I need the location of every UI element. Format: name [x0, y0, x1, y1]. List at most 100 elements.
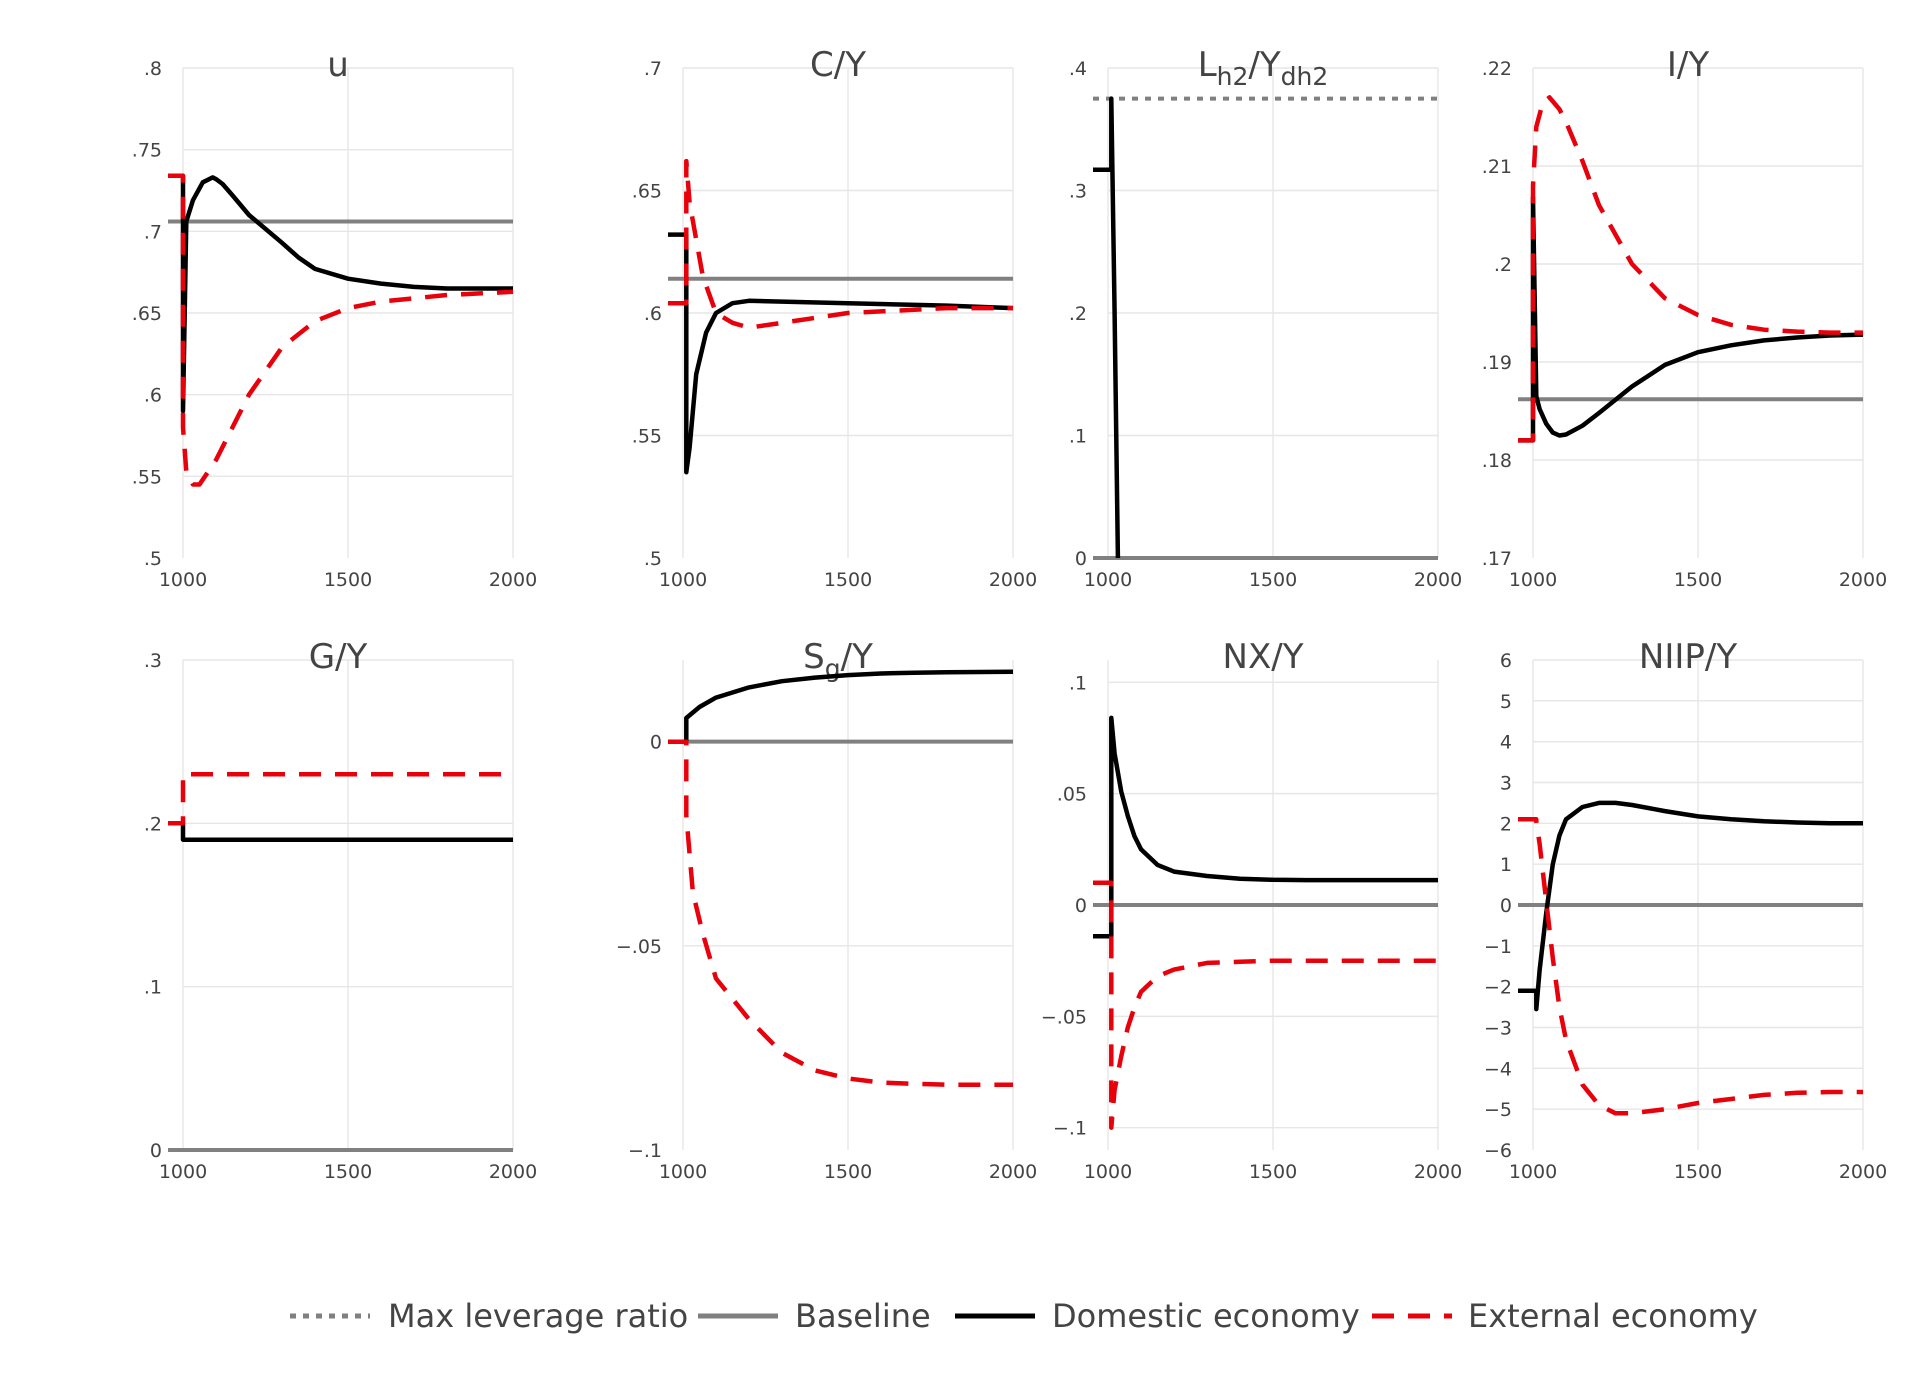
y-tick-label: .21 [1482, 156, 1512, 178]
y-tick-label: .65 [632, 181, 662, 203]
domestic-series-line [1518, 195, 1864, 443]
y-tick-label: .7 [144, 221, 162, 243]
y-tick-label: .19 [1482, 352, 1512, 374]
y-tick-label: .6 [144, 385, 162, 407]
legend-item-external: External economy [1372, 1297, 1758, 1335]
x-tick-label: 2000 [1414, 1161, 1462, 1183]
x-tick-label: 2000 [989, 1161, 1037, 1183]
domestic-series-line [668, 232, 1014, 475]
y-tick-label: .55 [132, 466, 162, 488]
y-tick-label: .05 [1057, 784, 1087, 806]
x-tick-label: 1500 [1674, 569, 1722, 591]
x-tick-label: 2000 [1414, 569, 1462, 591]
y-tick-label: .3 [144, 650, 162, 672]
panel-title: C/Y [810, 45, 866, 85]
panel-title: G/Y [309, 637, 368, 677]
legend-label: External economy [1468, 1297, 1758, 1335]
y-tick-label: .65 [132, 303, 162, 325]
y-tick-label: 2 [1500, 813, 1512, 835]
domestic-series-line [1093, 96, 1121, 559]
legend-label: Max leverage ratio [388, 1297, 688, 1335]
y-tick-label: .2 [1069, 303, 1087, 325]
x-tick-label: 2000 [489, 569, 537, 591]
y-tick-label: .7 [644, 58, 662, 80]
domestic-series-line [168, 821, 513, 842]
y-tick-label: 0 [1075, 548, 1087, 570]
y-tick-label: .5 [144, 548, 162, 570]
y-tick-label: 0 [150, 1140, 162, 1162]
y-tick-label: −6 [1484, 1140, 1512, 1162]
x-tick-label: 1000 [659, 569, 707, 591]
y-tick-label: −.05 [1041, 1006, 1087, 1028]
x-tick-label: 1500 [824, 1161, 872, 1183]
x-tick-label: 1000 [1084, 1161, 1132, 1183]
x-tick-label: 1000 [1509, 1161, 1557, 1183]
y-tick-label: .8 [144, 58, 162, 80]
y-tick-label: .1 [1069, 426, 1087, 448]
y-tick-label: 3 [1500, 773, 1512, 795]
x-tick-label: 1000 [1509, 569, 1557, 591]
y-tick-label: .75 [132, 140, 162, 162]
y-tick-label: 1 [1500, 854, 1512, 876]
y-tick-label: .18 [1482, 450, 1512, 472]
y-tick-label: .5 [644, 548, 662, 570]
domestic-series-line [1518, 800, 1863, 1012]
y-tick-label: −3 [1484, 1018, 1512, 1040]
panel-7: −.1 −.05 0 .05 .1 1000 1500 2000 NX/Y [1041, 637, 1462, 1183]
y-tick-label: −5 [1484, 1099, 1512, 1121]
panel-1: .5 .55 .6 .65 .7 .75 .8 1000 1500 2000 u [132, 45, 537, 591]
x-tick-label: 1500 [1249, 1161, 1297, 1183]
panel-title: NX/Y [1223, 637, 1304, 677]
external-series-line [668, 739, 1013, 1087]
legend: Max leverage ratio Baseline Domestic econo… [290, 1297, 1758, 1335]
y-tick-label: .1 [1069, 672, 1087, 694]
panel-title: NIIP/Y [1639, 637, 1737, 677]
y-tick-label: −.05 [616, 936, 662, 958]
x-tick-label: 1000 [159, 1161, 207, 1183]
external-series-line [1518, 95, 1863, 443]
x-tick-label: 1500 [824, 569, 872, 591]
x-tick-label: 2000 [989, 569, 1037, 591]
legend-label: Baseline [795, 1297, 931, 1335]
x-tick-label: 1000 [659, 1161, 707, 1183]
y-tick-label: 4 [1500, 732, 1512, 754]
y-tick-label: 0 [1075, 895, 1087, 917]
x-tick-label: 1500 [324, 569, 372, 591]
external-series-line [668, 158, 1013, 330]
panel-title: I/Y [1667, 45, 1709, 85]
external-series-line [168, 173, 514, 487]
legend-item-domestic: Domestic economy [955, 1297, 1360, 1335]
y-tick-label: .22 [1482, 58, 1512, 80]
y-tick-label: −2 [1484, 977, 1512, 999]
y-tick-label: 5 [1500, 691, 1512, 713]
external-series-line [1093, 880, 1438, 1130]
y-tick-label: −1 [1484, 936, 1512, 958]
external-series-line [168, 772, 513, 826]
y-tick-label: −.1 [628, 1140, 662, 1162]
y-tick-label: −.1 [1053, 1118, 1087, 1140]
x-tick-label: 1000 [1084, 569, 1132, 591]
x-tick-label: 1500 [1249, 569, 1297, 591]
panel-2: .5 .55 .6 .65 .7 1000 1500 2000 C/Y [632, 45, 1037, 591]
y-tick-label: .17 [1482, 548, 1512, 570]
external-series-line [1518, 817, 1863, 1116]
y-tick-label: .6 [644, 303, 662, 325]
y-tick-label: .3 [1069, 181, 1087, 203]
y-tick-label: .4 [1069, 58, 1087, 80]
x-tick-label: 1500 [1674, 1161, 1722, 1183]
domestic-series-line [1093, 715, 1438, 939]
panel-3: 0 .1 .2 .3 .4 1000 1500 2000 Lh2/Ydh2 [1069, 45, 1462, 591]
panel-5: 0 .1 .2 .3 1000 1500 2000 G/Y [144, 637, 537, 1183]
y-tick-label: 6 [1500, 650, 1512, 672]
y-tick-label: .2 [144, 813, 162, 835]
x-tick-label: 1500 [324, 1161, 372, 1183]
panel-title: u [327, 45, 349, 85]
y-tick-label: −4 [1484, 1058, 1512, 1080]
y-tick-label: 0 [1500, 895, 1512, 917]
y-tick-label: .2 [1494, 254, 1512, 276]
x-tick-label: 1000 [159, 569, 207, 591]
x-tick-label: 2000 [489, 1161, 537, 1183]
